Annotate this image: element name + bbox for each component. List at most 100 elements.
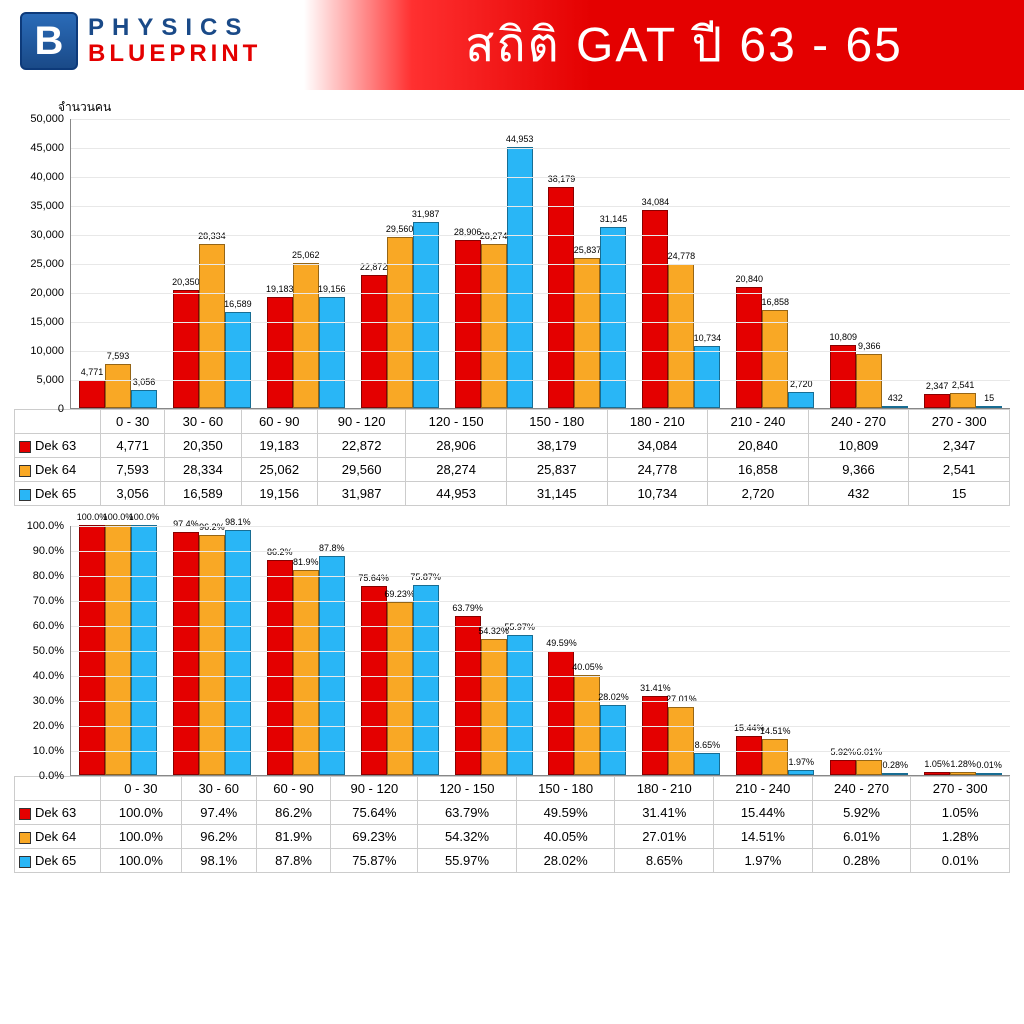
bar-value-label: 31,987 [412, 209, 440, 219]
bar-value-label: 75.87% [410, 572, 441, 582]
bar: 15 [976, 406, 1002, 408]
bar: 24,778 [668, 264, 694, 408]
category-cell: 150 - 180 [506, 410, 607, 434]
bar: 1.28% [950, 772, 976, 775]
bar-value-label: 28,274 [480, 231, 508, 241]
bar: 69.23% [387, 602, 413, 775]
data-cell: 28,334 [165, 458, 241, 482]
data-cell: 28,274 [406, 458, 507, 482]
bar-value-label: 31,145 [600, 214, 628, 224]
bar-value-label: 0.28% [882, 760, 908, 770]
ytick: 10,000 [30, 345, 64, 357]
bar: 100.0% [79, 525, 105, 775]
chart2-plot: 100.0%100.0%100.0%97.4%96.2%98.1%86.2%81… [70, 526, 1010, 776]
bar-value-label: 27.01% [666, 694, 697, 704]
data-cell: 81.9% [256, 825, 331, 849]
series-name: Dek 65 [35, 853, 76, 868]
category-cell: 30 - 60 [165, 410, 241, 434]
logo-icon: B [20, 12, 78, 70]
bar-value-label: 7,593 [107, 351, 130, 361]
chart2-yaxis: 0.0%10.0%20.0%30.0%40.0%50.0%60.0%70.0%8… [14, 526, 70, 776]
bar: 22,872 [361, 275, 387, 408]
category-cell: 60 - 90 [256, 777, 331, 801]
bar: 5.92% [830, 760, 856, 775]
bar: 19,183 [267, 297, 293, 408]
series-name: Dek 64 [35, 462, 76, 477]
bar: 0.28% [882, 773, 908, 775]
bar: 28.02% [600, 705, 626, 775]
bar: 87.8% [319, 556, 345, 776]
bar-value-label: 97.4% [173, 519, 199, 529]
category-cell: 150 - 180 [516, 777, 615, 801]
bar-value-label: 1.05% [924, 759, 950, 769]
chart2-table: 0 - 3030 - 6060 - 9090 - 120120 - 150150… [14, 776, 1010, 873]
data-cell: 100.0% [101, 825, 182, 849]
data-cell: 1.28% [911, 825, 1010, 849]
bar-value-label: 0.01% [976, 760, 1002, 770]
data-cell: 87.8% [256, 849, 331, 873]
logo-letter: B [35, 19, 64, 64]
bar: 55.97% [507, 635, 533, 775]
bar-value-label: 10,734 [694, 333, 722, 343]
category-cell: 270 - 300 [911, 777, 1010, 801]
header: B PHYSICS BLUEPRINT สถิติ GAT ปี 63 - 65 [0, 0, 1024, 90]
ytick: 30.0% [33, 695, 64, 707]
bar: 432 [882, 406, 908, 409]
data-cell: 10,734 [607, 482, 708, 506]
data-cell: 5.92% [812, 801, 911, 825]
chart2-section: 0.0%10.0%20.0%30.0%40.0%50.0%60.0%70.0%8… [0, 510, 1024, 877]
data-cell: 31,987 [317, 482, 405, 506]
data-cell: 10,809 [808, 434, 909, 458]
bar: 100.0% [105, 525, 131, 775]
bar-value-label: 40.05% [572, 662, 603, 672]
category-cell: 120 - 150 [418, 777, 517, 801]
category-cell: 0 - 30 [101, 777, 182, 801]
bar: 44,953 [507, 147, 533, 408]
legend-swatch [19, 832, 31, 844]
ytick: 100.0% [27, 520, 64, 532]
bar: 16,858 [762, 310, 788, 408]
bar: 97.4% [173, 532, 199, 776]
bar-value-label: 1.28% [950, 759, 976, 769]
bar-value-label: 38,179 [548, 174, 576, 184]
data-cell: 8.65% [615, 849, 714, 873]
data-cell: 19,156 [241, 482, 317, 506]
ytick: 20,000 [30, 287, 64, 299]
bar: 3,056 [131, 390, 157, 408]
data-cell: 40.05% [516, 825, 615, 849]
ytick: 40.0% [33, 670, 64, 682]
logo-text: PHYSICS BLUEPRINT [88, 15, 261, 68]
ytick: 70.0% [33, 595, 64, 607]
data-cell: 69.23% [331, 825, 418, 849]
bar: 10,734 [694, 346, 720, 408]
logo-line1: PHYSICS [88, 15, 261, 41]
ytick: 90.0% [33, 545, 64, 557]
data-cell: 100.0% [101, 801, 182, 825]
legend-swatch [19, 808, 31, 820]
data-cell: 0.01% [911, 849, 1010, 873]
category-cell: 240 - 270 [812, 777, 911, 801]
bar: 25,062 [293, 263, 319, 408]
bar: 100.0% [131, 525, 157, 775]
ytick: 10.0% [33, 745, 64, 757]
bar-value-label: 49.59% [546, 638, 577, 648]
bar-value-label: 55.97% [504, 622, 535, 632]
bar-value-label: 15 [984, 393, 994, 403]
bar-value-label: 25,062 [292, 250, 320, 260]
data-cell: 28,906 [406, 434, 507, 458]
bar: 25,837 [574, 258, 600, 408]
chart1-area: 05,00010,00015,00020,00025,00030,00035,0… [14, 119, 1010, 409]
data-cell: 28.02% [516, 849, 615, 873]
data-cell: 75.87% [331, 849, 418, 873]
ytick: 60.0% [33, 620, 64, 632]
category-cell: 90 - 120 [317, 410, 405, 434]
category-cell: 120 - 150 [406, 410, 507, 434]
data-cell: 14.51% [714, 825, 813, 849]
data-cell: 25,062 [241, 458, 317, 482]
data-cell: 97.4% [181, 801, 256, 825]
data-cell: 31,145 [506, 482, 607, 506]
bar: 28,334 [199, 244, 225, 408]
bar-value-label: 31.41% [640, 683, 671, 693]
bar: 40.05% [574, 675, 600, 775]
chart1-ylabel: จำนวนคน [58, 98, 1010, 117]
